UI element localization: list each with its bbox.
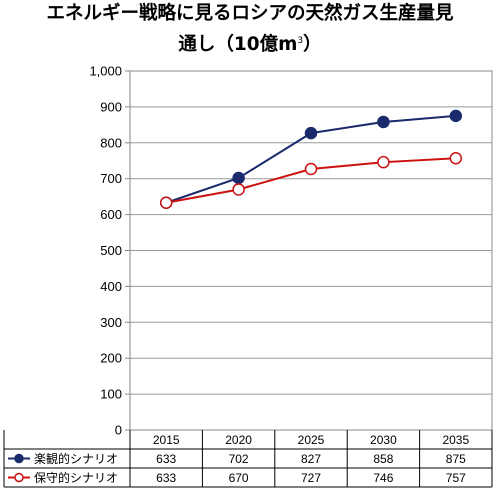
table-value: 633 [156,452,176,466]
legend-label-series1: 楽観的シナリオ [34,451,118,466]
legend-marker-series1 [14,453,24,464]
table-value: 670 [229,471,249,485]
y-tick-label: 600 [100,207,122,222]
y-tick-label: 800 [100,135,122,150]
y-tick-label: 500 [100,243,122,258]
table-value: 746 [373,471,393,485]
legend-label-series2: 保守的シナリオ [34,470,118,485]
table-value: 858 [373,452,393,466]
y-tick-label: 400 [100,279,122,294]
y-tick-label: 100 [100,387,122,402]
y-tick-label: 200 [100,351,122,366]
x-category-label: 2020 [225,433,252,447]
y-tick-label: 0 [115,423,122,438]
chart-title-end: ） [303,34,322,55]
data-point-series2-2030 [377,155,390,169]
table-value: 827 [301,452,321,466]
data-point-series1-2030 [377,115,390,129]
chart-title-main: 通し（10億m [178,34,298,55]
data-point-series2-2025 [304,162,318,176]
table-value: 702 [229,452,249,466]
table-value: 875 [446,452,466,466]
chart-title-line2: 通し（10億m3） [0,30,500,56]
table-value: 727 [301,471,321,485]
table-value: 757 [446,471,466,485]
data-point-series1-2025 [304,126,318,140]
x-category-label: 2015 [153,433,180,447]
data-point-series1-2020 [232,171,245,185]
y-tick-label: 700 [100,171,122,186]
y-tick-label: 900 [100,99,122,114]
data-point-series2-2035 [449,151,463,165]
chart-title-line1: エネルギー戦略に見るロシアの天然ガス生産量見 [46,3,454,24]
x-category-label: 2030 [370,433,397,447]
legend-marker-series2 [14,472,24,483]
x-category-label: 2025 [298,433,325,447]
chart-title-superscript: 3 [297,36,304,46]
data-point-series1-2035 [449,109,463,123]
table-value: 633 [156,471,176,485]
y-tick-label: 300 [100,315,122,330]
data-point-series2-2020 [232,183,245,196]
y-tick-label: 1,000 [89,64,122,79]
data-point-series2-2015 [159,196,173,210]
x-category-label: 2035 [442,433,469,447]
